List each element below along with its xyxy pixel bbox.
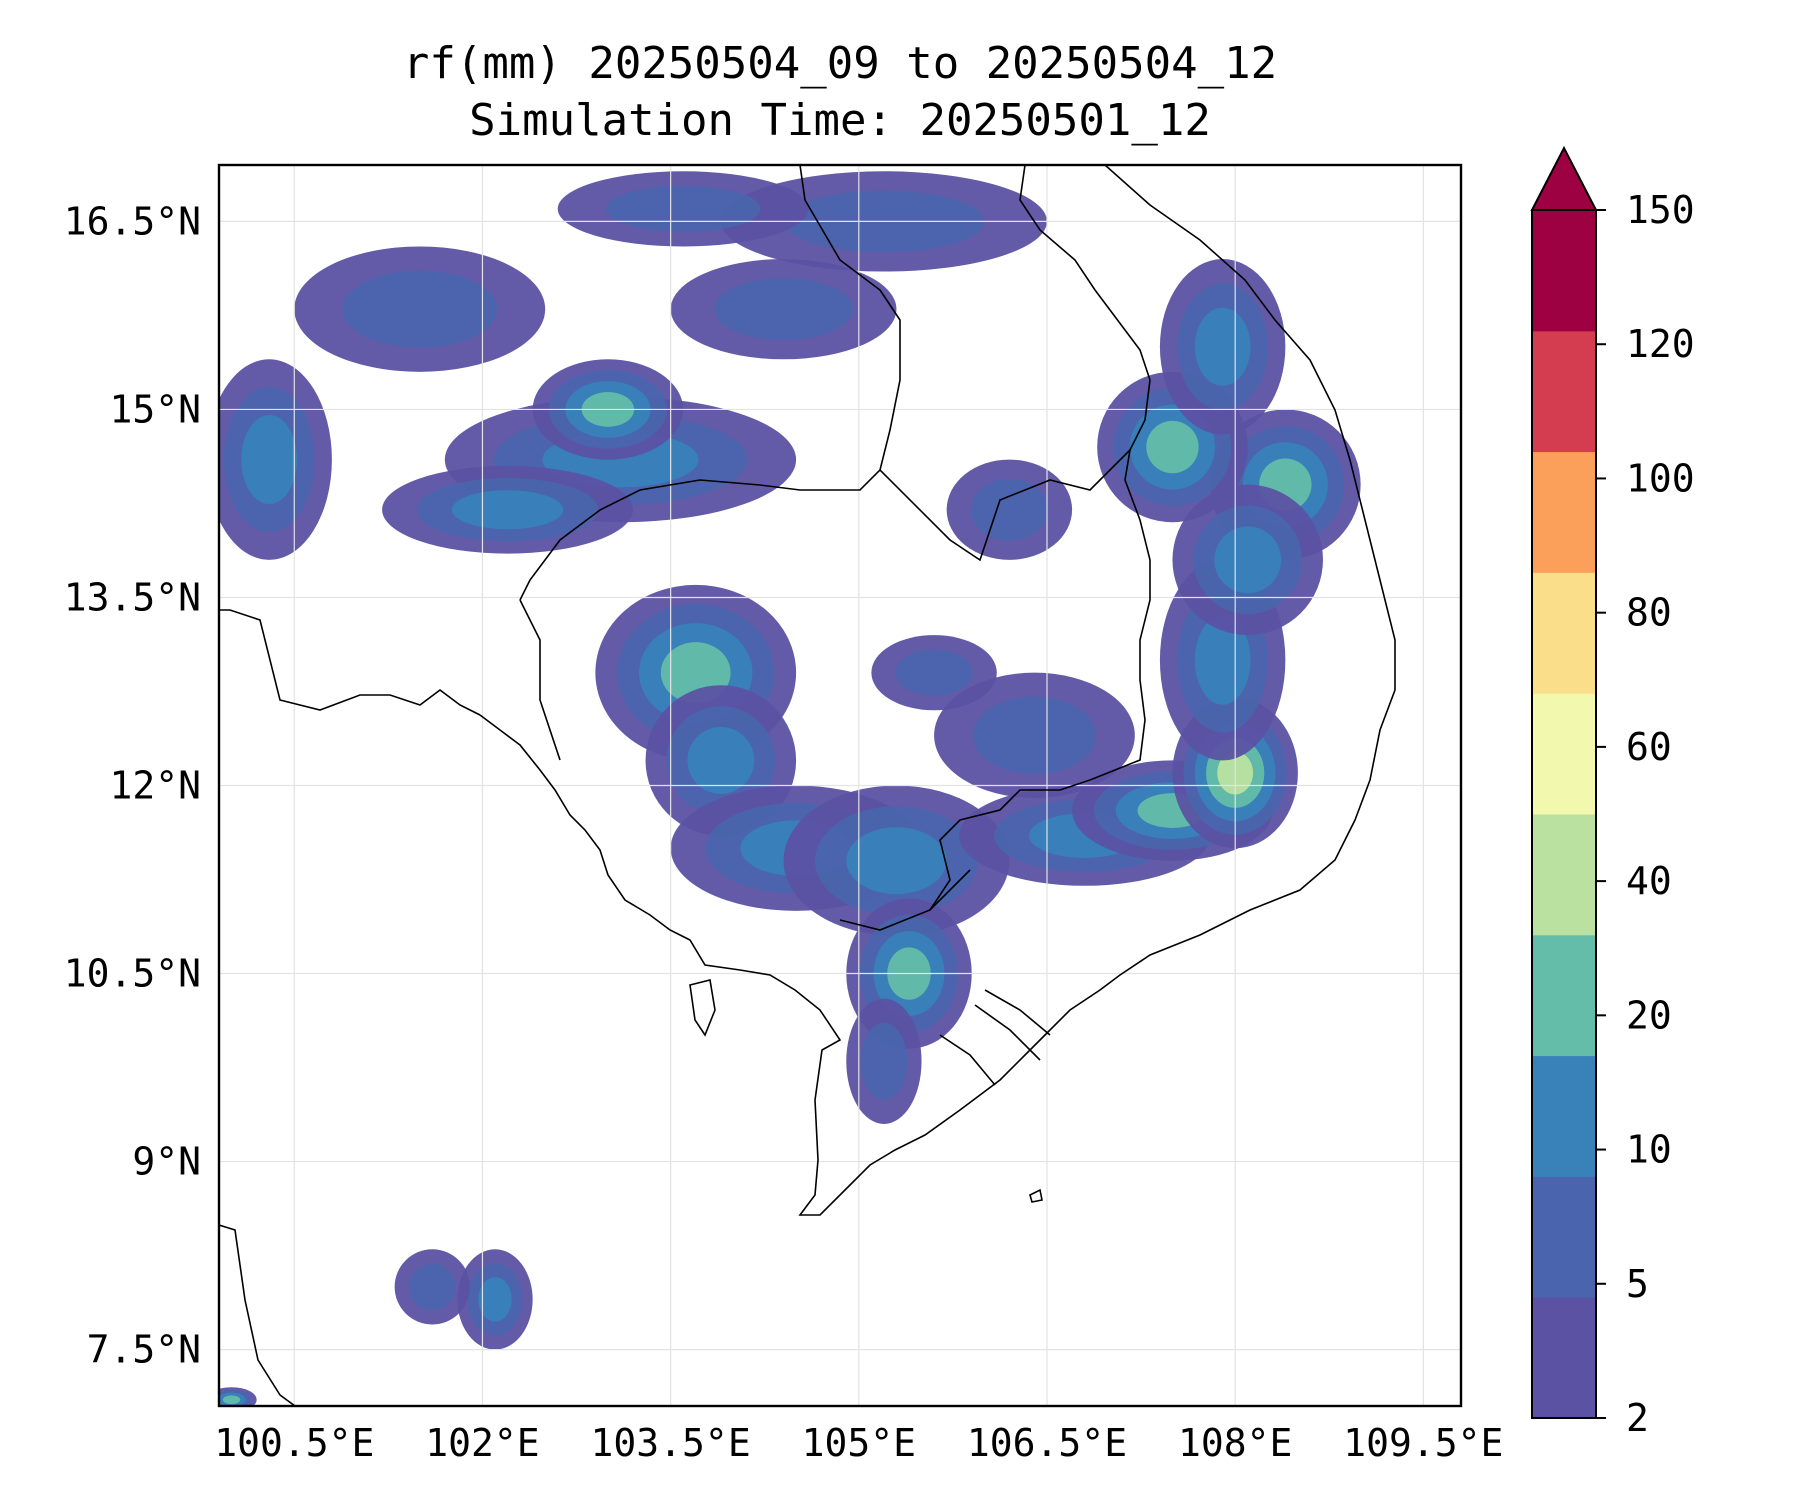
rainfall-field bbox=[219, 171, 1361, 1406]
colorbar-tick-label: 80 bbox=[1626, 591, 1672, 635]
coastline-gulf-thailand bbox=[219, 609, 481, 716]
rain-cell bbox=[1194, 307, 1251, 386]
colorbar-segment bbox=[1532, 1176, 1596, 1298]
y-tick-label: 15°N bbox=[109, 387, 201, 431]
border-cambodia-vietnam bbox=[839, 869, 971, 931]
colorbar-segment bbox=[1532, 1297, 1596, 1419]
y-tick-label: 16.5°N bbox=[64, 199, 201, 243]
rain-cell bbox=[1194, 615, 1251, 705]
rain-cell bbox=[860, 1022, 908, 1100]
colorbar-tick-label: 40 bbox=[1626, 859, 1672, 903]
y-tick-label: 9°N bbox=[132, 1140, 201, 1184]
mekong-delta-channel-1 bbox=[974, 1004, 1041, 1061]
rain-cell bbox=[1146, 420, 1199, 474]
map-panel: 100.5°E 102°E 103.5°E 105°E 106.5°E 108°E 109.… bbox=[64, 163, 1503, 1465]
border-thailand-laos bbox=[519, 165, 901, 601]
rain-cell bbox=[605, 185, 761, 233]
coastlines bbox=[219, 165, 1396, 1406]
colorbar-segment bbox=[1532, 1055, 1596, 1177]
colorbar-segment bbox=[1532, 330, 1596, 453]
rain-cell bbox=[241, 415, 298, 505]
colorbar-segment bbox=[1532, 814, 1596, 936]
y-tick-label: 10.5°N bbox=[64, 952, 201, 996]
colorbar-tick-label: 150 bbox=[1626, 188, 1695, 232]
longitude-axis: 100.5°E 102°E 103.5°E 105°E 106.5°E 108°E 109.… bbox=[214, 1421, 1503, 1465]
graticule bbox=[219, 165, 1461, 1406]
rain-cell bbox=[970, 478, 1048, 541]
rain-cell bbox=[342, 270, 497, 348]
rain-cell bbox=[222, 1395, 241, 1405]
map-title: rf(mm) 20250504_09 to 20250504_12 bbox=[403, 38, 1277, 89]
colorbar-tick-label: 5 bbox=[1626, 1262, 1649, 1306]
colorbar-segment bbox=[1532, 693, 1596, 815]
latitude-axis: 16.5°N 15°N 13.5°N 12°N 10.5°N 9°N 7.5°N bbox=[64, 199, 201, 1371]
map-subtitle: Simulation Time: 20250501_12 bbox=[469, 95, 1211, 146]
rain-cell bbox=[687, 727, 755, 794]
x-tick-label: 103.5°E bbox=[591, 1421, 751, 1465]
colorbar-segment bbox=[1532, 210, 1596, 332]
x-tick-label: 105°E bbox=[802, 1421, 916, 1465]
colorbar-extend-arrow bbox=[1530, 145, 1598, 211]
phu-quoc-island bbox=[689, 979, 716, 1037]
colorbar-segment bbox=[1532, 451, 1596, 573]
colorbar-tick-label: 60 bbox=[1626, 725, 1672, 769]
colorbar: 2 5 10 20 40 60 80 100 120 150 bbox=[1530, 145, 1695, 1440]
mekong-delta-channel-3 bbox=[939, 1034, 996, 1086]
y-tick-label: 7.5°N bbox=[87, 1328, 201, 1372]
x-tick-label: 109.5°E bbox=[1343, 1421, 1503, 1465]
rain-cell bbox=[1214, 526, 1282, 594]
x-tick-label: 106.5°E bbox=[967, 1421, 1127, 1465]
colorbar-segment bbox=[1532, 934, 1596, 1057]
rain-cell bbox=[451, 490, 564, 530]
y-tick-label: 12°N bbox=[109, 764, 201, 808]
rain-cell bbox=[478, 1277, 512, 1322]
y-tick-label: 13.5°N bbox=[64, 575, 201, 619]
x-tick-label: 102°E bbox=[425, 1421, 539, 1465]
coastline-malay-peninsula bbox=[219, 1224, 296, 1406]
colorbar-tick-label: 20 bbox=[1626, 993, 1672, 1037]
colorbar-tick-label: 120 bbox=[1626, 322, 1695, 366]
mekong-delta-channel-2 bbox=[984, 989, 1051, 1036]
colorbar-tick-label: 100 bbox=[1626, 456, 1695, 500]
con-dao-island bbox=[1029, 1188, 1043, 1203]
border-laos-cambodia bbox=[879, 449, 1131, 562]
colorbar-tick-label: 2 bbox=[1626, 1396, 1649, 1440]
colorbar-frame bbox=[1531, 209, 1597, 1419]
colorbar-segment bbox=[1532, 572, 1596, 694]
x-tick-label: 108°E bbox=[1178, 1421, 1292, 1465]
coastline-indochina bbox=[479, 165, 1396, 1216]
border-laos-cambodia-vietnam bbox=[929, 165, 1151, 911]
colorbar-tick-label: 10 bbox=[1626, 1128, 1672, 1172]
rain-cell bbox=[846, 827, 947, 895]
map-frame bbox=[217, 163, 1463, 1408]
rain-cell bbox=[972, 696, 1097, 774]
rain-cell bbox=[409, 1263, 456, 1311]
border-thailand-cambodia bbox=[519, 599, 561, 761]
x-tick-label: 100.5°E bbox=[214, 1421, 374, 1465]
rain-cell bbox=[714, 278, 854, 341]
rain-cell bbox=[895, 649, 973, 696]
